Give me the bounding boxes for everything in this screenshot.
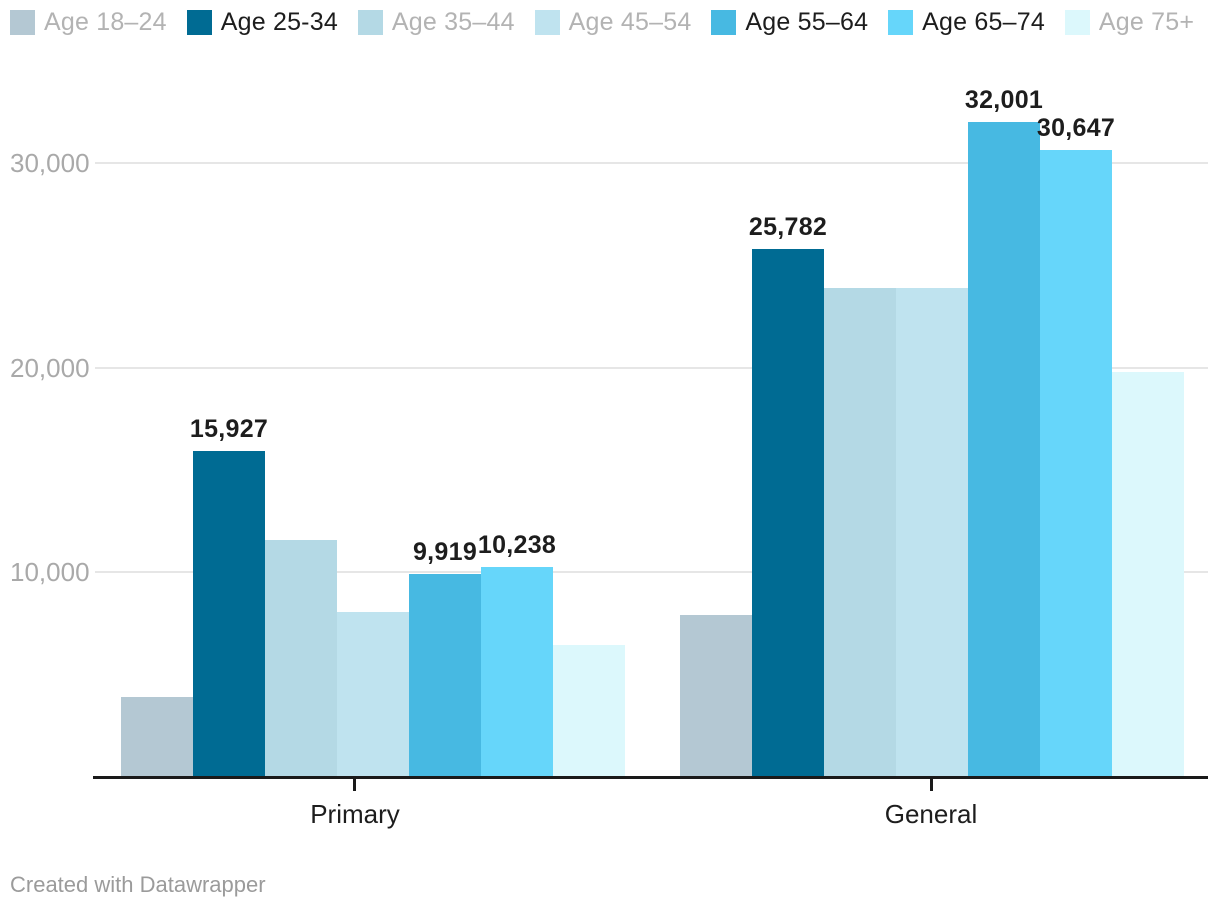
bar[interactable] xyxy=(553,645,625,777)
legend-label: Age 75+ xyxy=(1098,8,1195,36)
legend-label: Age 35–44 xyxy=(391,8,515,36)
legend-label: Age 25-34 xyxy=(220,8,338,36)
bar[interactable] xyxy=(968,122,1040,777)
data-label: 9,919 xyxy=(412,538,478,566)
bar[interactable] xyxy=(481,567,553,777)
y-tick-label: 30,000 xyxy=(10,148,90,178)
y-gridline xyxy=(95,162,1208,164)
legend-item[interactable]: Age 25-34 xyxy=(186,8,338,36)
legend-swatch-icon xyxy=(186,10,212,35)
bar[interactable] xyxy=(896,288,968,777)
legend-label: Age 65–74 xyxy=(922,8,1045,36)
y-tick-label: 20,000 xyxy=(10,353,90,383)
bar[interactable] xyxy=(1112,372,1184,777)
bar[interactable] xyxy=(265,540,337,777)
data-label: 30,647 xyxy=(1036,114,1116,142)
bar[interactable] xyxy=(680,615,752,777)
y-tick-label: 10,000 xyxy=(10,557,90,587)
legend-item[interactable]: Age 18–24 xyxy=(10,10,167,35)
bar[interactable] xyxy=(337,612,409,777)
legend-item[interactable]: Age 75+ xyxy=(1064,8,1195,36)
legend-swatch-icon xyxy=(534,10,560,35)
legend-swatch-icon xyxy=(10,10,35,35)
legend-label: Age 18–24 xyxy=(44,8,167,36)
y-gridline xyxy=(95,571,1208,573)
bar[interactable] xyxy=(193,451,265,777)
legend-swatch-icon xyxy=(888,10,914,35)
legend-item[interactable]: Age 45–54 xyxy=(534,8,692,36)
x-axis-tick xyxy=(353,779,356,791)
data-label: 10,238 xyxy=(477,531,557,559)
bar[interactable] xyxy=(752,249,824,777)
legend-item[interactable]: Age 35–44 xyxy=(357,8,515,36)
x-axis-tick xyxy=(930,779,933,791)
x-axis-line xyxy=(93,776,1208,779)
datawrapper-credit[interactable]: Created with Datawrapper xyxy=(10,872,266,897)
bar[interactable] xyxy=(409,574,481,777)
bar[interactable] xyxy=(121,697,193,777)
legend-swatch-icon xyxy=(711,10,737,35)
y-gridline xyxy=(95,367,1208,369)
bar[interactable] xyxy=(824,288,896,777)
legend-item[interactable]: Age 65–74 xyxy=(888,10,1045,35)
data-label: 25,782 xyxy=(748,213,828,241)
bar[interactable] xyxy=(1040,150,1112,777)
category-label: Primary xyxy=(310,799,400,829)
legend-label: Age 45–54 xyxy=(568,8,692,36)
legend-swatch-icon xyxy=(357,10,383,35)
legend: Age 18–24 Age 25-34 Age 35–44 Age 45–54 Age … xyxy=(10,10,1194,35)
category-label: General xyxy=(884,799,978,829)
legend-item[interactable]: Age 55–64 xyxy=(711,10,868,35)
legend-label: Age 55–64 xyxy=(745,8,869,36)
legend-swatch-icon xyxy=(1064,10,1090,35)
data-label: 32,001 xyxy=(964,86,1044,114)
data-label: 15,927 xyxy=(189,415,269,443)
